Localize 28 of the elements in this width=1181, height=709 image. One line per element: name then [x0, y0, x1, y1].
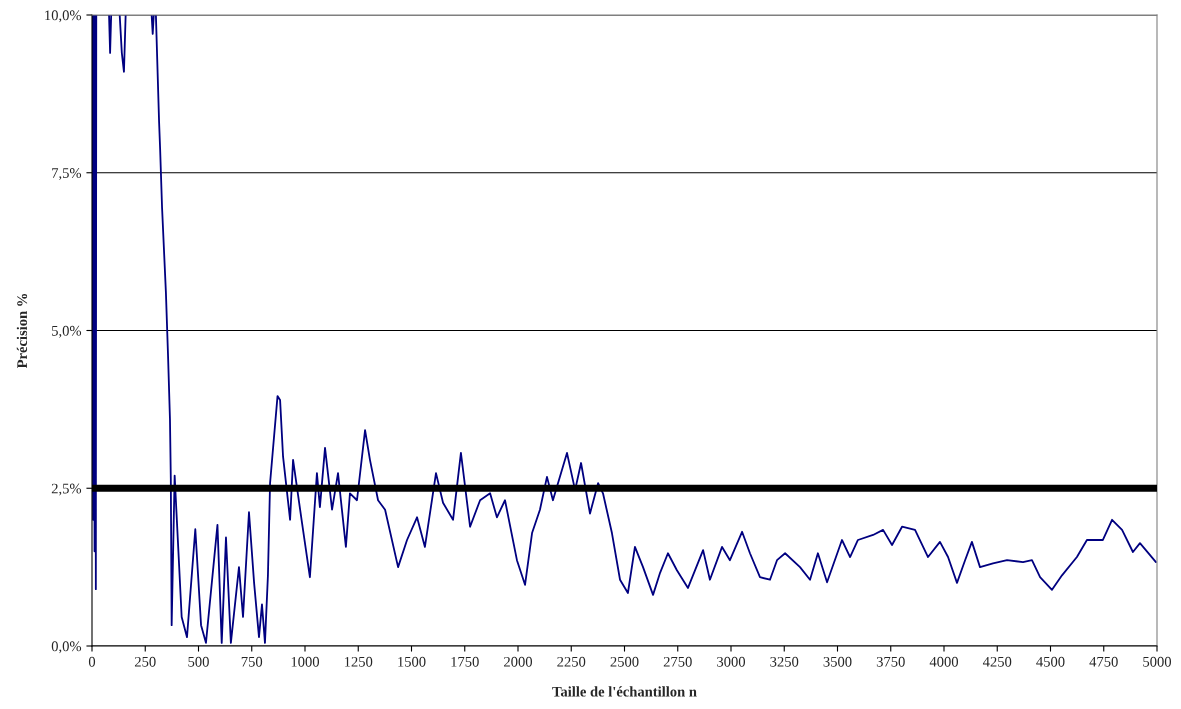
- x-tick-label: 1750: [451, 656, 479, 667]
- x-tick-label: 0: [88, 656, 96, 667]
- x-tick-label: 3250: [770, 656, 799, 667]
- x-tick-label: 5000: [1143, 656, 1172, 667]
- x-axis-title: Taille de l'échantillon n: [552, 686, 697, 697]
- x-tick-label: 2500: [610, 656, 639, 667]
- y-tick-label: 5,0%: [52, 325, 82, 338]
- x-tick-label: 750: [241, 656, 263, 667]
- x-tick-label: 4250: [982, 656, 1012, 667]
- x-tick-label: 250: [134, 656, 156, 667]
- x-tick-label: 1500: [398, 656, 426, 667]
- x-tick-label: 2250: [557, 656, 586, 667]
- x-tick-label: 3750: [876, 656, 905, 667]
- x-tick-label: 1250: [344, 656, 373, 667]
- x-tick-label: 4750: [1089, 656, 1118, 667]
- x-tick-label: 500: [188, 656, 209, 667]
- y-tick-label: 10,0%: [45, 10, 82, 23]
- x-tick-label: 3500: [823, 656, 852, 667]
- y-tick-label: 2,5%: [51, 483, 82, 496]
- x-tick-label: 4000: [929, 656, 959, 667]
- x-tick-label: 1000: [291, 656, 320, 667]
- y-tick-label: 7,5%: [52, 168, 82, 181]
- x-tick-label: 4500: [1036, 656, 1065, 667]
- x-tick-label: 2000: [504, 656, 533, 667]
- x-tick-label: 2750: [663, 656, 692, 667]
- y-axis-title: Précision %: [16, 294, 28, 369]
- x-tick-label: 3000: [717, 656, 746, 667]
- y-tick-label: 0,0%: [51, 641, 82, 654]
